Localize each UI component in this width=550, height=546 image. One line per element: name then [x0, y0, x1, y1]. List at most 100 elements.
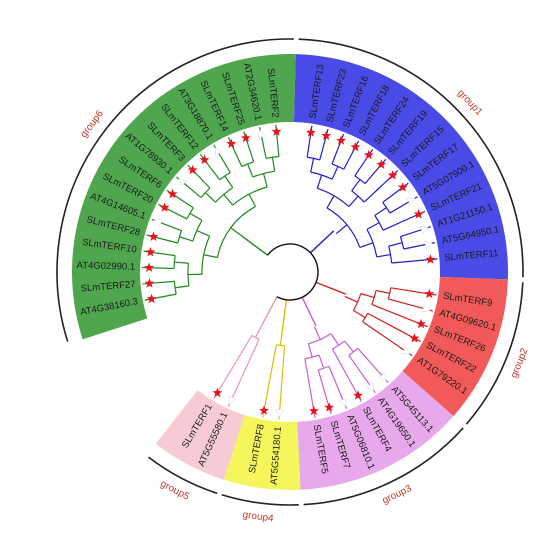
tree-branch	[316, 174, 323, 189]
leaf-marker-star	[363, 149, 374, 160]
tree-branch	[203, 254, 218, 259]
tree-branch	[262, 344, 277, 418]
sector-group1	[293, 54, 509, 280]
leaf-marker-triangle	[153, 219, 163, 227]
tree-branch	[247, 163, 254, 178]
leaf-marker-triangle	[406, 197, 416, 206]
tree-branch-arc	[304, 354, 320, 360]
leaf-marker-star	[397, 182, 408, 192]
leaf-markers	[144, 126, 436, 418]
leaf-marker-star	[321, 130, 332, 140]
tree-branch	[388, 242, 403, 247]
tree-branch	[376, 253, 391, 258]
group-label-group3: group3	[381, 483, 414, 507]
leaf-marker-star	[376, 159, 387, 169]
leaf-label: SLmTERF2	[265, 68, 281, 118]
group-label-group4: group4	[242, 510, 275, 525]
tree-branch	[348, 195, 359, 207]
leaf-marker-star	[324, 402, 335, 412]
leaf-marker-star	[413, 209, 424, 219]
leaf-marker-star	[425, 254, 436, 264]
tree-branch-arc	[252, 170, 275, 178]
tree-branch-root	[241, 235, 268, 256]
tree-branch	[351, 179, 361, 192]
tree-branch	[344, 295, 358, 303]
leaf-marker-star	[424, 288, 435, 299]
tree-branch	[204, 192, 216, 203]
tree-branch-arc	[354, 175, 366, 185]
leaf-marker-triangle	[228, 395, 237, 405]
tree-branch	[331, 348, 362, 402]
tree-branch	[360, 292, 375, 299]
tree-branch	[179, 236, 193, 242]
tree-branch	[359, 242, 374, 248]
ring-arc-group5	[147, 456, 218, 495]
leaf-marker-star	[409, 333, 420, 343]
leaf-marker-triangle	[419, 225, 429, 234]
sector-group4	[223, 414, 301, 491]
tree-branches	[142, 124, 438, 420]
tree-branch	[262, 173, 268, 188]
sector-group2	[402, 277, 508, 417]
leaf-marker-star	[212, 387, 223, 398]
leaf-marker-triangle	[257, 129, 266, 138]
tree-branch-arc	[173, 281, 177, 295]
tree-branch	[224, 175, 234, 188]
leaf-marker-star	[240, 132, 251, 143]
tree-branch	[213, 335, 253, 400]
ring-arc-group6	[56, 38, 294, 342]
leaf-marker-triangle	[338, 397, 347, 407]
tree-branch	[230, 227, 243, 237]
tree-branch	[271, 157, 276, 172]
tree-branch-arc	[332, 340, 346, 350]
group-label-group1: group1	[455, 88, 485, 119]
tree-branch-root	[261, 296, 278, 326]
group-label-group2: group2	[509, 346, 531, 379]
leaf-marker-star	[305, 127, 316, 137]
leaf-marker-triangle	[401, 346, 411, 355]
leaf-marker-star	[146, 293, 157, 304]
leaf-marker-triangle	[178, 178, 187, 187]
tree-branch-arc	[348, 347, 359, 356]
leaf-marker-star	[167, 188, 178, 199]
sector-group5	[155, 390, 245, 480]
leaf-marker-star	[350, 141, 361, 152]
tree-branch	[196, 229, 210, 237]
leaf-marker-star	[271, 126, 282, 136]
leaf-marker-star	[259, 405, 269, 415]
tree-branch	[318, 354, 325, 369]
tree-branch	[248, 193, 257, 207]
leaf-marker-star	[353, 390, 363, 400]
leaf-marker-star	[144, 262, 155, 272]
ring-arc-group3	[303, 427, 464, 506]
sector-group3	[297, 371, 454, 490]
tree-root-arc	[267, 243, 319, 301]
tree-branch	[174, 285, 190, 289]
tree-branch	[223, 194, 234, 206]
tree-branch-arc	[186, 207, 194, 220]
tree-branch	[374, 207, 387, 216]
leaf-marker-triangle	[366, 382, 374, 391]
leaf-marker-triangle	[378, 372, 387, 381]
tree-branch	[174, 261, 189, 264]
leaf-label: AT4G02990.1	[76, 260, 135, 273]
tree-branch-arc	[307, 156, 320, 161]
leaf-marker-star	[199, 154, 210, 165]
tree-branch	[366, 222, 380, 230]
tree-branch	[375, 289, 390, 294]
tree-branch	[326, 195, 335, 209]
tree-branch	[331, 166, 339, 180]
group-label-group5: group5	[158, 478, 191, 502]
leaf-marker-star	[187, 164, 198, 175]
leaf-marker-triangle	[424, 240, 433, 249]
tree-branch	[278, 345, 286, 420]
sector-group6	[72, 53, 296, 340]
ring-arc-group2	[465, 282, 524, 425]
tree-branch	[352, 309, 366, 319]
tree-branch	[307, 343, 313, 358]
leaf-marker-star	[416, 318, 426, 329]
tree-branch	[254, 324, 263, 338]
tree-branch	[344, 340, 354, 353]
tree-branch	[227, 339, 260, 407]
leaf-marker-star	[159, 202, 170, 212]
